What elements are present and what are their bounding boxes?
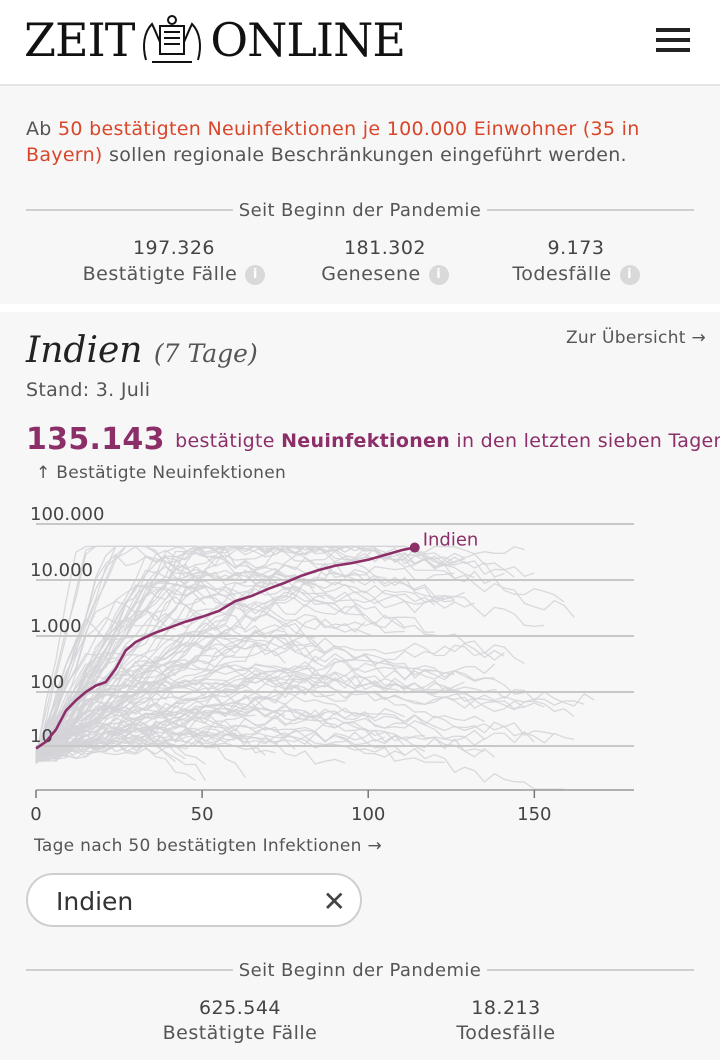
stat-label: Bestätigte Fälle: [82, 263, 238, 285]
zeit-online-logo[interactable]: ZEIT ONLINE: [24, 12, 406, 68]
overview-link[interactable]: Zur Übersicht →: [565, 328, 706, 348]
notice-prefix: Ab: [26, 118, 58, 140]
close-icon[interactable]: ✕: [322, 885, 346, 918]
weekly-pre: bestätigte: [175, 430, 275, 452]
weekly-number: 135.143: [26, 422, 165, 457]
country-detail-card: Indien (7 Tage) Zur Übersicht → Stand: 3…: [0, 312, 720, 1060]
background-country-line: [35, 672, 575, 764]
stat-confirmed: 197.326 Bestätigte Fälle i: [70, 236, 278, 288]
background-country-line: [35, 714, 485, 761]
background-country-line: [35, 545, 505, 755]
y-tick-label: 1.000: [30, 616, 82, 637]
section-title: Seit Beginn der Pandemie: [238, 199, 482, 221]
background-country-line: [35, 617, 405, 754]
y-tick-label: 100.000: [30, 504, 104, 525]
background-country-line: [35, 674, 595, 762]
section-divider: Seit Beginn der Pandemie: [26, 959, 695, 981]
background-country-line: [35, 660, 167, 753]
info-icon[interactable]: i: [428, 265, 449, 285]
y-tick-label: 100: [30, 672, 64, 693]
x-tick-label: 150: [517, 804, 551, 825]
period-label: (7 Tage): [153, 339, 258, 368]
background-country-line: [35, 670, 256, 759]
eagle-crest-icon: [143, 15, 202, 63]
background-country-line: [35, 688, 216, 760]
section-title: Seit Beginn der Pandemie: [238, 959, 482, 981]
background-country-line: [35, 665, 495, 763]
site-header: ZEIT ONLINE: [0, 0, 720, 86]
background-country-line: [35, 547, 475, 758]
country-name: Indien: [26, 330, 143, 371]
y-tick-label: 10.000: [30, 560, 93, 581]
background-country-line: [35, 553, 246, 756]
x-tick-label: 50: [191, 804, 214, 825]
country-search-chip[interactable]: Indien ✕: [26, 873, 362, 927]
background-country-line: [35, 707, 555, 759]
background-country-line: [35, 702, 426, 762]
stat-label: Bestätigte Fälle: [162, 1022, 318, 1044]
x-axis-label: Tage nach 50 bestätigten Infektionen →: [34, 836, 382, 856]
restriction-notice: Ab 50 bestätigten Neuinfektionen je 100.…: [26, 116, 686, 168]
series-end-dot: [409, 542, 420, 553]
stat-label: Genesene: [321, 263, 421, 285]
background-country-line: [35, 565, 545, 755]
search-value: Indien: [56, 887, 134, 916]
logo-text-right: ONLINE: [210, 13, 406, 67]
weekly-infections: 135.143 bestätigte Neuinfektionen in den…: [26, 422, 720, 457]
notice-suffix: sollen regionale Beschränkungen eingefüh…: [102, 144, 627, 166]
weekly-post: in den letzten sieben Tagen: [456, 430, 720, 452]
stat-label: Todesfälle: [456, 1022, 556, 1044]
background-country-line: [35, 659, 326, 759]
stand-date: Stand: 3. Juli: [26, 379, 151, 401]
section-divider: Seit Beginn der Pandemie: [26, 199, 695, 221]
stat-value: 18.213: [471, 997, 541, 1019]
background-country-line: [35, 729, 246, 758]
background-country-line: [35, 702, 266, 762]
series-line-indien: [35, 546, 415, 750]
hamburger-menu-icon[interactable]: [656, 28, 690, 54]
series-label: Indien: [423, 530, 479, 551]
stat-value: 181.302: [343, 237, 427, 259]
stat-value: 9.173: [547, 237, 605, 259]
x-tick-label: 0: [30, 804, 41, 825]
background-country-line: [35, 651, 176, 757]
background-country-line: [35, 545, 206, 755]
background-country-line: [35, 735, 445, 763]
background-country-line: [35, 565, 366, 754]
background-country-line: [35, 545, 575, 754]
background-country-line: [35, 642, 505, 760]
germany-summary-card: Ab 50 bestätigten Neuinfektionen je 100.…: [0, 88, 720, 304]
info-icon[interactable]: i: [245, 265, 266, 285]
stat-label: Todesfälle: [512, 263, 612, 285]
stat-recovered: 181.302 Genesene i: [310, 236, 460, 288]
country-title: Indien (7 Tage): [26, 330, 258, 371]
x-tick-label: 100: [351, 804, 385, 825]
background-country-line: [35, 725, 346, 765]
stat-value: 197.326: [132, 237, 216, 259]
background-country-line: [35, 573, 316, 760]
background-country-line: [35, 569, 436, 763]
background-country-line: [35, 545, 186, 763]
background-country-line: [35, 545, 455, 758]
country-stat-deaths: 18.213 Todesfälle: [436, 996, 576, 1046]
background-country-line: [35, 584, 326, 754]
card-separator: [0, 304, 720, 312]
notice-highlight: 50 bestätigten Neuinfektionen je 100.000…: [26, 118, 640, 166]
stat-value: 625.544: [198, 997, 282, 1019]
weekly-bold: Neuinfektionen: [281, 430, 451, 452]
info-icon[interactable]: i: [619, 265, 640, 285]
y-axis-label: ↑ Bestätigte Neuinfektionen: [36, 463, 287, 483]
stat-deaths: 9.173 Todesfälle i: [496, 236, 656, 288]
logo-text-left: ZEIT: [24, 13, 135, 67]
country-stat-confirmed: 625.544 Bestätigte Fälle: [150, 996, 330, 1046]
background-country-line: [35, 589, 455, 762]
